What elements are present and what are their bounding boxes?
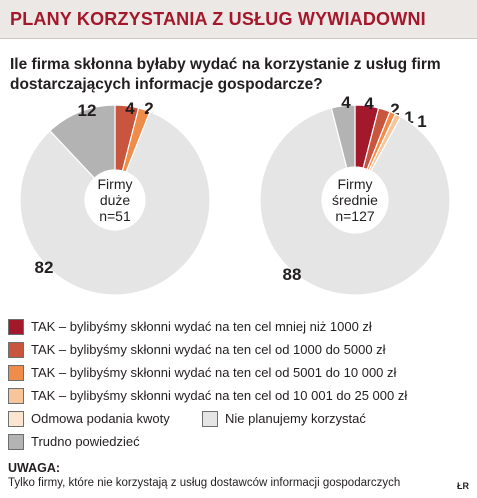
legend-swatch: [8, 318, 24, 335]
slice-value-label: 88: [283, 265, 302, 284]
slice-value-label: 4: [364, 94, 374, 113]
legend-label: TAK – bylibyśmy skłonni wydać na ten cel…: [31, 388, 408, 403]
donut-center-label: duże: [100, 192, 131, 208]
legend-label: Odmowa podania kwoty: [31, 411, 170, 426]
legend-row: TAK – bylibyśmy skłonni wydać na ten cel…: [8, 362, 473, 385]
legend-row: TAK – bylibyśmy skłonni wydać na ten cel…: [8, 316, 473, 339]
slice-value-label: 1: [404, 108, 413, 127]
legend-row: TAK – bylibyśmy skłonni wydać na ten cel…: [8, 385, 473, 408]
donut-center-label: n=51: [99, 208, 131, 224]
legend-row: TAK – bylibyśmy skłonni wydać na ten cel…: [8, 339, 473, 362]
legend-swatch: [8, 410, 24, 427]
title-bar: PLANY KORZYSTANIA Z USŁUG WYWIADOWNI: [0, 0, 477, 39]
donut-center-label: Firmy: [98, 176, 133, 192]
legend-item: TAK – bylibyśmy skłonni wydać na ten cel…: [8, 316, 372, 337]
legend-row: Odmowa podania kwoty Nie planujemy korzy…: [8, 408, 473, 431]
slice-value-label: 2: [144, 99, 153, 118]
page-title: PLANY KORZYSTANIA Z USŁUG WYWIADOWNI: [10, 9, 426, 29]
donut-center-label: średnie: [332, 192, 378, 208]
legend-row: Trudno powiedzieć: [8, 431, 473, 454]
survey-question: Ile firma skłonna byłaby wydać na korzys…: [10, 56, 441, 93]
legend-swatch: [202, 410, 218, 427]
legend-label: TAK – bylibyśmy skłonni wydać na ten cel…: [31, 342, 386, 357]
donut-center-label: n=127: [335, 208, 375, 224]
pie-slice-nie_planujemy: [19, 110, 211, 296]
legend-item: Odmowa podania kwoty: [8, 408, 170, 429]
legend-swatch: [8, 433, 24, 450]
chart-legend: TAK – bylibyśmy skłonni wydać na ten cel…: [8, 316, 473, 454]
slice-value-label: 12: [78, 101, 97, 120]
legend-item: Nie planujemy korzystać: [202, 408, 366, 429]
slice-value-label: 82: [35, 258, 54, 277]
slice-value-label: 4: [341, 93, 351, 112]
legend-label: TAK – bylibyśmy skłonni wydać na ten cel…: [31, 365, 397, 380]
note-heading: UWAGA:: [8, 461, 61, 475]
legend-item: TAK – bylibyśmy skłonni wydać na ten cel…: [8, 339, 386, 360]
slice-value-label: 1: [417, 112, 426, 131]
legend-item: TAK – bylibyśmy skłonni wydać na ten cel…: [8, 385, 407, 406]
legend-swatch: [8, 364, 24, 381]
legend-item: TAK – bylibyśmy skłonni wydać na ten cel…: [8, 362, 396, 383]
slice-value-label: 2: [390, 100, 399, 119]
donut-center-label: Firmy: [338, 176, 373, 192]
pie-slice-trudno: [49, 104, 116, 179]
legend-label: Nie planujemy korzystać: [225, 411, 366, 426]
author-credit: ŁR: [457, 481, 469, 491]
note-text: Tylko firmy, które nie korzystają z usłu…: [8, 477, 401, 489]
pie-slice-nie_planujemy: [259, 107, 451, 296]
legend-swatch: [8, 341, 24, 358]
legend-label: Trudno powiedzieć: [31, 434, 140, 449]
legend-label: TAK – bylibyśmy skłonni wydać na ten cel…: [31, 319, 372, 334]
legend-item: Trudno powiedzieć: [8, 431, 140, 452]
legend-swatch: [8, 387, 24, 404]
slice-value-label: 4: [125, 99, 135, 118]
pie-slice-trudno: [330, 104, 356, 169]
